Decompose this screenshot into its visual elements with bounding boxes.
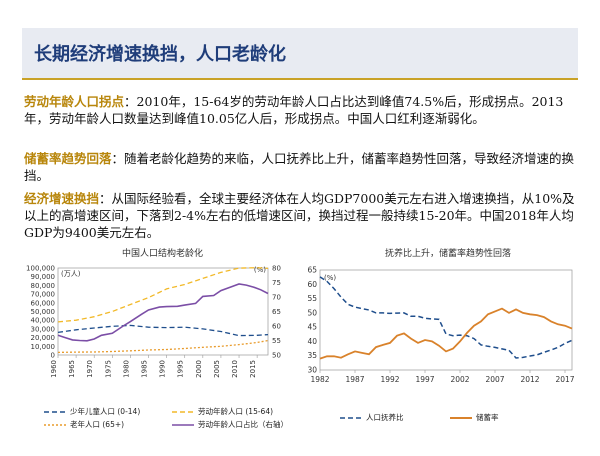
chart1-left-unit: (万人)	[61, 270, 81, 278]
chart1-y-tick-right: 80	[272, 265, 281, 273]
chart1-x-tick-label: 1965	[68, 360, 76, 378]
chart2-x-tick-label: 1992	[380, 375, 399, 384]
keyword-labor-turning-point: 劳动年龄人口拐点	[24, 94, 125, 109]
keyword-savings-decline: 储蓄率趋势回落	[24, 151, 112, 166]
chart2-y-tick: 55	[307, 294, 317, 303]
text-growth-shift: ：从国际经验看，全球主要经济体在人均GDP7000美元左右进入增速换挡，从10%…	[24, 191, 575, 240]
chart2-x-tick-label: 2017	[555, 375, 574, 384]
chart1-x-tick-label: 1980	[122, 360, 130, 378]
chart1-x-tick-label: 1975	[104, 360, 112, 378]
chart1-y-tick-right: 50	[272, 352, 281, 360]
chart1-series-line-2	[57, 339, 269, 354]
chart1-y-tick-right: 65	[272, 308, 281, 316]
chart1-y-tick-left: 0	[51, 352, 55, 360]
chart2-series-line-1	[319, 307, 573, 360]
chart1-y-tick-left: 60,000	[31, 299, 56, 307]
chart2-y-tick: 30	[307, 366, 317, 375]
chart2-y-tick: 50	[307, 308, 317, 317]
slide-title: 长期经济增速换挡，人口老龄化	[34, 44, 286, 65]
legend-item-dependency: 人口抚养比	[340, 413, 404, 422]
paragraph-savings-decline: 储蓄率趋势回落：随着老龄化趋势的来临，人口抚养比上升，储蓄率趋势性回落，导致经济…	[24, 150, 576, 184]
legend-item-working-share: 劳动年龄人口占比（右轴）	[172, 420, 288, 429]
chart1-title: 中国人口结构老龄化	[122, 249, 204, 259]
chart1-y-tick-left: 90,000	[31, 273, 56, 281]
chart2-y-tick: 40	[307, 337, 317, 346]
text-savings-decline: ：随着老龄化趋势的来临，人口抚养比上升，储蓄率趋势性回落，导致经济增速的换挡。	[24, 151, 575, 183]
chart1-series-line-3	[57, 283, 269, 342]
legend-item-savings: 储蓄率	[450, 413, 499, 422]
chart1-x-tick-label: 1990	[159, 360, 167, 378]
chart1-series-line-1	[57, 267, 269, 323]
chart1-x-tick-label: 2000	[195, 360, 203, 378]
chart1-y-tick-left: 80,000	[31, 282, 56, 290]
chart1-y-tick-left: 30,000	[31, 325, 56, 333]
chart2-x-tick-label: 2007	[485, 375, 504, 384]
text-labor-turning-point: ：2010年，15-64岁的劳动年龄人口占比达到峰值74.5%后，形成拐点。20…	[24, 94, 564, 126]
chart1-x-tick-label: 2005	[213, 360, 221, 378]
chart2-series-line-0	[319, 276, 573, 359]
chart2-x-tick-label: 1982	[310, 375, 329, 384]
keyword-growth-shift: 经济增速换挡	[24, 191, 100, 206]
paragraph-growth-shift: 经济增速换挡：从国际经验看，全球主要经济体在人均GDP7000美元左右进入增速换…	[24, 190, 576, 241]
chart-population-structure: (万人) (%)010,00020,00030,00040,00050,00060…	[26, 265, 281, 378]
chart2-y-tick: 60	[307, 280, 317, 289]
legend-item-elderly: 老年人口 (65+)	[44, 420, 125, 429]
chart2-y-tick: 35	[307, 351, 317, 360]
chart1-y-tick-left: 50,000	[31, 308, 56, 316]
chart2-unit: (%)	[324, 274, 336, 282]
chart1-y-tick-left: 100,000	[26, 265, 55, 273]
chart1-y-tick-right: 75	[272, 279, 281, 287]
chart1-x-tick-label: 2010	[231, 360, 239, 378]
chart2-x-tick-label: 2012	[520, 375, 539, 384]
chart2-x-tick-label: 1987	[345, 375, 364, 384]
legend-item-children: 少年儿童人口 (0-14)	[44, 407, 141, 416]
chart1-right-unit: (%)	[254, 266, 266, 274]
legend-item-working-age: 劳动年龄人口 (15-64)	[172, 407, 274, 416]
chart1-y-tick-left: 40,000	[31, 317, 56, 325]
slide-title-bar: 长期经济增速换挡，人口老龄化	[22, 28, 578, 80]
chart1-x-tick-label: 1960	[50, 360, 58, 378]
chart2-x-tick-label: 1997	[415, 375, 434, 384]
chart1-x-tick-label: 1995	[177, 360, 185, 378]
chart1-x-tick-label: 1985	[141, 360, 149, 378]
chart1-y-tick-right: 70	[272, 294, 281, 302]
chart1-y-tick-left: 20,000	[31, 334, 56, 342]
chart2-title: 抚养比上升，储蓄率趋势性回落	[385, 249, 512, 259]
chart1-y-tick-left: 10,000	[31, 343, 56, 351]
chart1-y-tick-left: 70,000	[31, 291, 56, 299]
chart1-series-line-0	[57, 324, 269, 337]
chart1-x-tick-label: 1970	[86, 360, 94, 378]
chart1-plot-frame	[57, 267, 269, 356]
chart1-x-tick-label: 2015	[249, 360, 257, 378]
paragraph-labor-turning-point: 劳动年龄人口拐点：2010年，15-64岁的劳动年龄人口占比达到峰值74.5%后…	[24, 93, 576, 127]
chart2-y-tick: 45	[307, 323, 317, 332]
chart1-y-tick-right: 60	[272, 323, 281, 331]
chart2-y-tick: 65	[307, 266, 317, 275]
chart2-x-tick-label: 2002	[450, 375, 469, 384]
chart1-y-tick-right: 55	[272, 337, 281, 345]
chart-dependency-savings: (%) 30 35 40 45 50 55 60 65 1982 1987 1992 1997 2002 2…	[307, 266, 574, 385]
chart2-plot-frame	[319, 269, 573, 371]
